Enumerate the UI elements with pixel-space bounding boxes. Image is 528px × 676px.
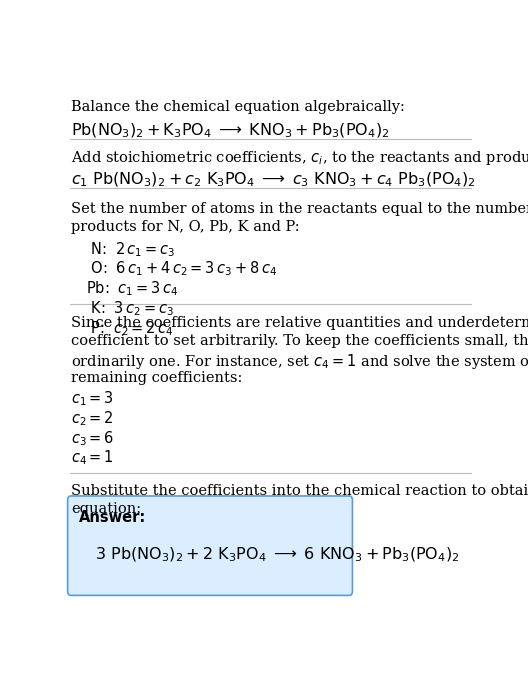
Text: P: $\;c_2 = 2\,c_4$: P: $\;c_2 = 2\,c_4$	[87, 319, 174, 338]
Text: coefficient to set arbitrarily. To keep the coefficients small, the arbitrary va: coefficient to set arbitrarily. To keep …	[71, 334, 528, 348]
Text: O: $\;6\,c_1 + 4\,c_2 = 3\,c_3 + 8\,c_4$: O: $\;6\,c_1 + 4\,c_2 = 3\,c_3 + 8\,c_4$	[87, 260, 278, 279]
Text: $c_1 = 3$: $c_1 = 3$	[71, 389, 114, 408]
Text: equation:: equation:	[71, 502, 141, 516]
Text: N: $\;2\,c_1 = c_3$: N: $\;2\,c_1 = c_3$	[87, 240, 176, 259]
Text: $c_4 = 1$: $c_4 = 1$	[71, 449, 114, 467]
Text: $c_2 = 2$: $c_2 = 2$	[71, 409, 114, 428]
Text: Balance the chemical equation algebraically:: Balance the chemical equation algebraica…	[71, 100, 405, 114]
FancyBboxPatch shape	[68, 496, 353, 596]
Text: $3\ \mathrm{Pb(NO_3)_2} + 2\ \mathrm{K_3PO_4}\;\longrightarrow\; 6\ \mathrm{KNO_: $3\ \mathrm{Pb(NO_3)_2} + 2\ \mathrm{K_3…	[96, 546, 460, 564]
Text: Add stoichiometric coefficients, $c_i$, to the reactants and products:: Add stoichiometric coefficients, $c_i$, …	[71, 149, 528, 167]
Text: remaining coefficients:: remaining coefficients:	[71, 370, 242, 385]
Text: K: $\;3\,c_2 = c_3$: K: $\;3\,c_2 = c_3$	[87, 299, 175, 318]
Text: Substitute the coefficients into the chemical reaction to obtain the balanced: Substitute the coefficients into the che…	[71, 484, 528, 498]
Text: $c_3 = 6$: $c_3 = 6$	[71, 429, 114, 448]
Text: ordinarily one. For instance, set $c_4 = 1$ and solve the system of equations fo: ordinarily one. For instance, set $c_4 =…	[71, 352, 528, 371]
Text: Set the number of atoms in the reactants equal to the number of atoms in the: Set the number of atoms in the reactants…	[71, 202, 528, 216]
Text: $\mathrm{Pb(NO_3)_2 + K_3PO_4 \;\longrightarrow\; KNO_3 + Pb_3(PO_4)_2}$: $\mathrm{Pb(NO_3)_2 + K_3PO_4 \;\longrig…	[71, 122, 390, 140]
Text: Answer:: Answer:	[79, 510, 146, 525]
Text: Since the coefficients are relative quantities and underdetermined, choose a: Since the coefficients are relative quan…	[71, 316, 528, 330]
Text: $c_1\ \mathrm{Pb(NO_3)_2} + c_2\ \mathrm{K_3PO_4}\;\longrightarrow\; c_3\ \mathr: $c_1\ \mathrm{Pb(NO_3)_2} + c_2\ \mathrm…	[71, 170, 476, 189]
Text: products for N, O, Pb, K and P:: products for N, O, Pb, K and P:	[71, 220, 299, 234]
Text: Pb: $\;c_1 = 3\,c_4$: Pb: $\;c_1 = 3\,c_4$	[87, 279, 178, 298]
